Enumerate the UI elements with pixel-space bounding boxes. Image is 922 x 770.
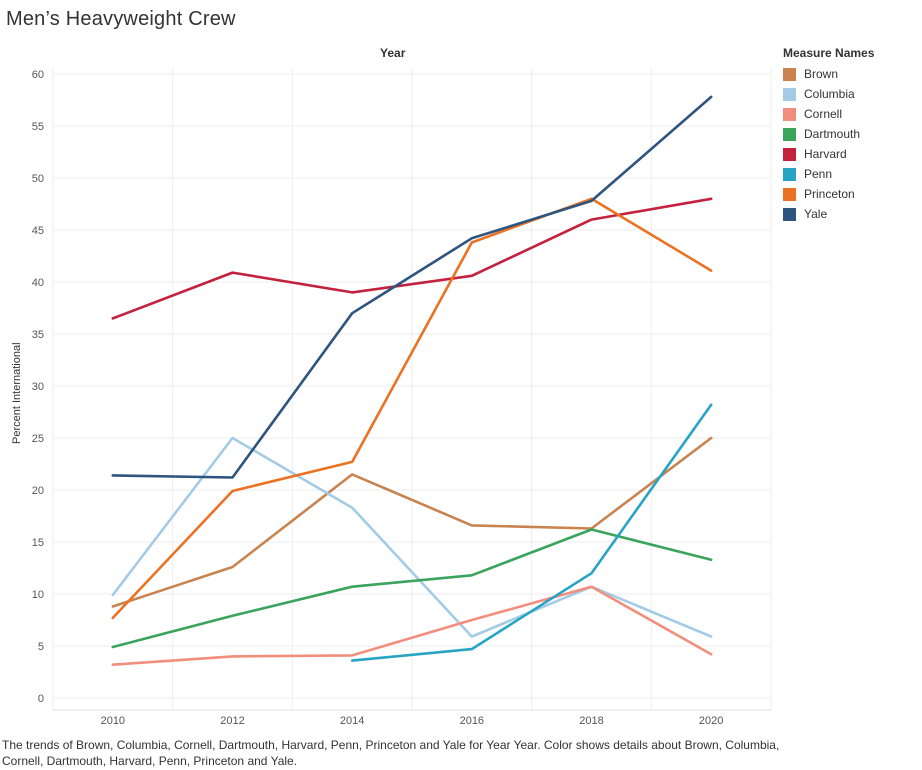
- legend-item-cornell: Cornell: [783, 104, 874, 124]
- y-tick-label: 5: [38, 641, 44, 653]
- legend-label: Dartmouth: [804, 127, 861, 141]
- y-axis-ticks: 0 5 10 15 20 25 30 35 40 45 50 55 60: [32, 69, 44, 705]
- x-axis-header: Year: [380, 46, 406, 60]
- legend-swatch: [783, 167, 796, 181]
- series-line-yale: [111, 95, 713, 479]
- legend-label: Penn: [804, 167, 833, 181]
- legend-swatch: [783, 127, 796, 141]
- x-axis-ticks: 2010 2012 2014 2016 2018 2020: [101, 715, 724, 727]
- legend-swatch: [783, 67, 796, 81]
- y-tick-label: 0: [38, 693, 44, 705]
- chart-title: Men’s Heavyweight Crew: [6, 8, 236, 30]
- legend-title: Measure Names: [783, 46, 875, 60]
- y-tick-label: 60: [32, 69, 44, 81]
- y-tick-label: 25: [32, 433, 44, 445]
- x-tick-label: 2014: [340, 715, 364, 727]
- legend-item-princeton: Princeton: [783, 184, 874, 204]
- series-line-penn: [350, 403, 713, 662]
- legend-label: Yale: [804, 207, 828, 221]
- grid-lines: [52, 68, 772, 711]
- legend-item-yale: Yale: [783, 204, 874, 224]
- legend-item-brown: Brown: [783, 64, 874, 84]
- x-tick-label: 2018: [579, 715, 603, 727]
- y-tick-label: 55: [32, 121, 44, 133]
- y-tick-label: 40: [32, 277, 44, 289]
- chart-caption: The trends of Brown, Columbia, Cornell, …: [2, 738, 780, 768]
- y-tick-label: 20: [32, 485, 44, 497]
- x-tick-label: 2016: [460, 715, 484, 727]
- series-line-princeton: [111, 197, 713, 620]
- legend-label: Cornell: [804, 107, 843, 121]
- legend-item-harvard: Harvard: [783, 144, 874, 164]
- series-lines: [111, 95, 713, 666]
- y-tick-label: 15: [32, 537, 44, 549]
- legend-label: Brown: [804, 67, 839, 81]
- legend-item-dartmouth: Dartmouth: [783, 124, 874, 144]
- x-tick-label: 2020: [699, 715, 723, 727]
- legend-label: Princeton: [804, 187, 855, 201]
- y-tick-label: 10: [32, 589, 44, 601]
- x-tick-label: 2010: [101, 715, 125, 727]
- legend-swatch: [783, 207, 796, 221]
- x-tick-label: 2012: [220, 715, 244, 727]
- legend-swatch: [783, 147, 796, 161]
- series-line-columbia: [111, 436, 713, 638]
- y-tick-label: 45: [32, 225, 44, 237]
- legend-swatch: [783, 187, 796, 201]
- legend-item-penn: Penn: [783, 164, 874, 184]
- legend-swatch: [783, 87, 796, 101]
- legend-items: Brown Columbia Cornell Dartmouth Harvard Penn…: [783, 64, 874, 224]
- legend: Measure Names Brown Columbia Cornell Dartmo…: [783, 46, 874, 224]
- series-line-dartmouth: [111, 528, 713, 649]
- y-tick-label: 35: [32, 329, 44, 341]
- series-line-harvard: [111, 197, 713, 320]
- legend-label: Columbia: [804, 87, 855, 101]
- legend-swatch: [783, 107, 796, 121]
- y-tick-label: 50: [32, 173, 44, 185]
- legend-label: Harvard: [804, 147, 847, 161]
- series-line-brown: [111, 436, 713, 608]
- series-line-cornell: [111, 585, 713, 666]
- y-tick-label: 30: [32, 381, 44, 393]
- legend-item-columbia: Columbia: [783, 84, 874, 104]
